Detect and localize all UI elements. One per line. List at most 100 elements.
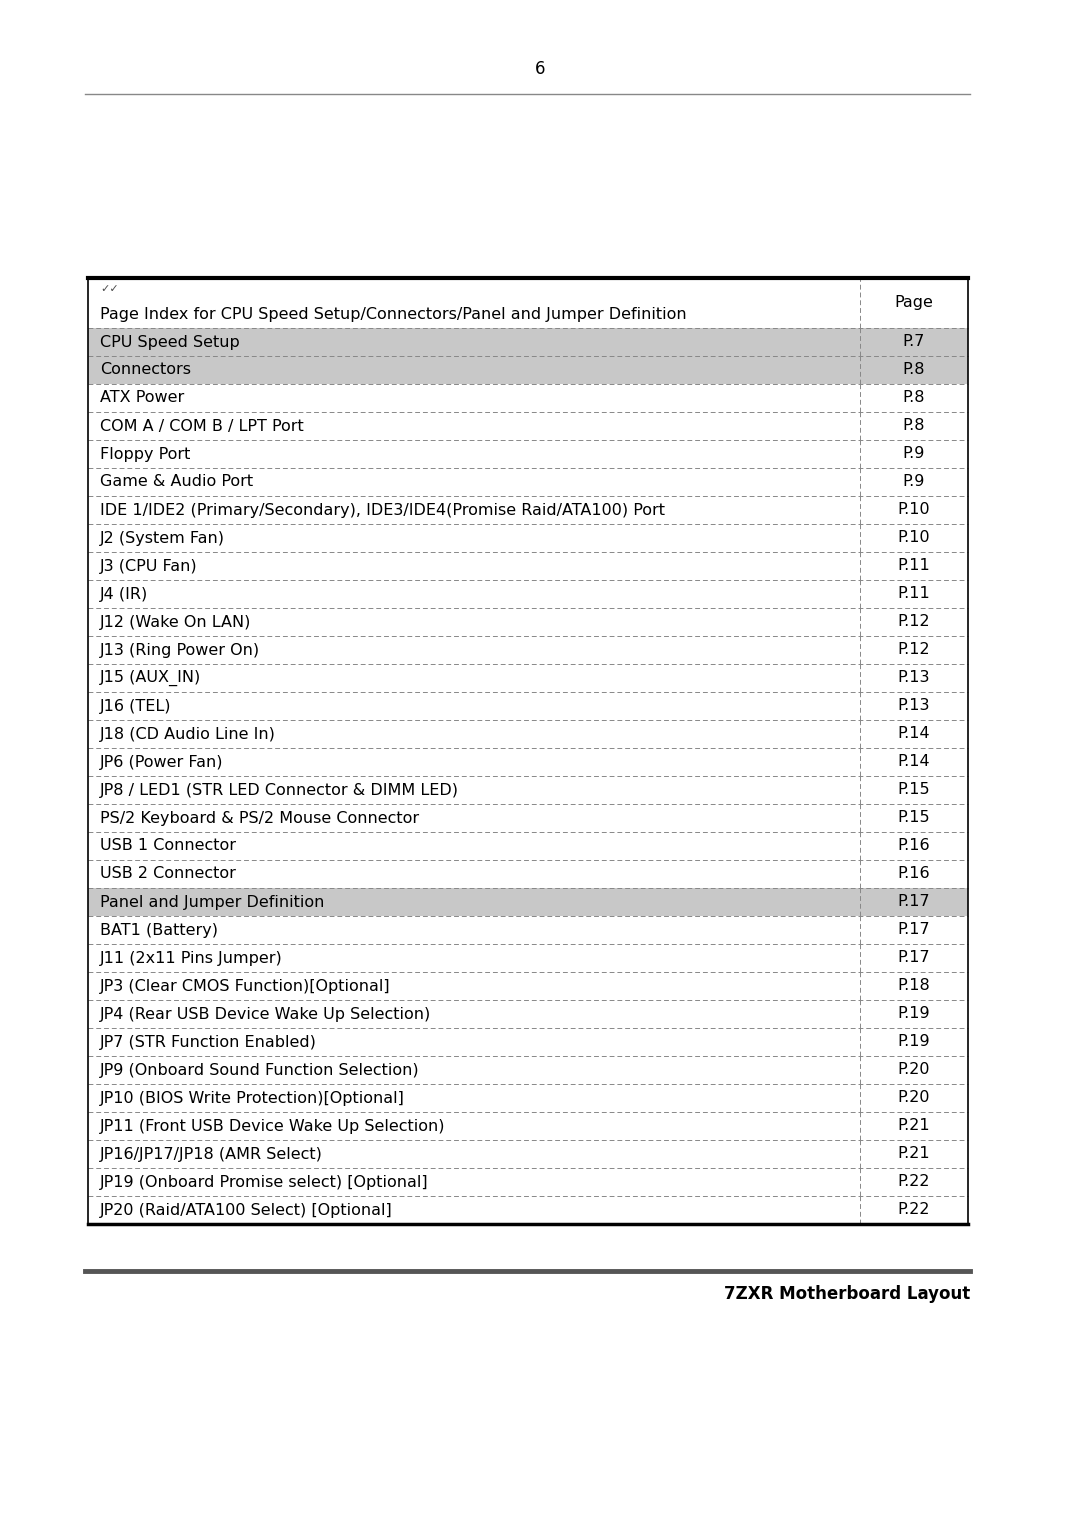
Text: J2 (System Fan): J2 (System Fan) — [100, 531, 225, 546]
Text: Game & Audio Port: Game & Audio Port — [100, 474, 253, 489]
Text: JP7 (STR Function Enabled): JP7 (STR Function Enabled) — [100, 1035, 316, 1049]
Bar — [87, 693, 968, 720]
Bar — [87, 1000, 968, 1027]
Text: P.8: P.8 — [903, 362, 926, 378]
Text: P.18: P.18 — [897, 979, 930, 994]
Bar — [87, 1027, 968, 1057]
Bar — [87, 495, 968, 524]
Bar — [87, 440, 968, 468]
Text: J3 (CPU Fan): J3 (CPU Fan) — [100, 558, 198, 573]
Bar — [87, 552, 968, 579]
Text: ✓✓: ✓✓ — [100, 284, 119, 294]
Text: Connectors: Connectors — [100, 362, 191, 378]
Bar — [87, 1141, 968, 1168]
Text: P.14: P.14 — [897, 726, 930, 742]
Text: P.17: P.17 — [897, 922, 930, 937]
Text: P.13: P.13 — [897, 671, 930, 685]
Bar — [87, 579, 968, 609]
Bar — [87, 411, 968, 440]
Text: P.15: P.15 — [897, 783, 930, 798]
Text: J16 (TEL): J16 (TEL) — [100, 699, 172, 714]
Text: CPU Speed Setup: CPU Speed Setup — [100, 335, 240, 350]
Text: JP10 (BIOS Write Protection)[Optional]: JP10 (BIOS Write Protection)[Optional] — [100, 1090, 405, 1105]
Bar — [87, 1196, 968, 1225]
Text: P.20: P.20 — [897, 1090, 930, 1105]
Text: P.21: P.21 — [897, 1147, 930, 1162]
Bar — [87, 943, 968, 972]
Text: JP8 / LED1 (STR LED Connector & DIMM LED): JP8 / LED1 (STR LED Connector & DIMM LED… — [100, 783, 459, 798]
Text: P.17: P.17 — [897, 951, 930, 965]
Text: P.22: P.22 — [897, 1202, 930, 1217]
Text: Page: Page — [894, 295, 933, 310]
Text: P.19: P.19 — [897, 1006, 930, 1021]
Text: J15 (AUX_IN): J15 (AUX_IN) — [100, 670, 201, 687]
Text: ATX Power: ATX Power — [100, 390, 185, 405]
Bar — [87, 832, 968, 859]
Text: COM A / COM B / LPT Port: COM A / COM B / LPT Port — [100, 419, 303, 434]
Text: P.12: P.12 — [897, 642, 930, 657]
Bar — [87, 1168, 968, 1196]
Text: J12 (Wake On LAN): J12 (Wake On LAN) — [100, 615, 252, 630]
Text: JP16/JP17/JP18 (AMR Select): JP16/JP17/JP18 (AMR Select) — [100, 1147, 323, 1162]
Text: P.11: P.11 — [897, 558, 930, 573]
Text: P.10: P.10 — [897, 531, 930, 546]
Text: P.14: P.14 — [897, 754, 930, 769]
Text: JP20 (Raid/ATA100 Select) [Optional]: JP20 (Raid/ATA100 Select) [Optional] — [100, 1202, 393, 1217]
Text: Floppy Port: Floppy Port — [100, 446, 190, 462]
Bar — [87, 804, 968, 832]
Bar — [87, 1112, 968, 1141]
Bar — [87, 777, 968, 804]
Bar — [87, 859, 968, 888]
Text: JP4 (Rear USB Device Wake Up Selection): JP4 (Rear USB Device Wake Up Selection) — [100, 1006, 431, 1021]
Text: P.9: P.9 — [903, 446, 926, 462]
Bar — [87, 888, 968, 916]
Text: P.8: P.8 — [903, 390, 926, 405]
Text: PS/2 Keyboard & PS/2 Mouse Connector: PS/2 Keyboard & PS/2 Mouse Connector — [100, 810, 419, 826]
Text: JP11 (Front USB Device Wake Up Selection): JP11 (Front USB Device Wake Up Selection… — [100, 1119, 446, 1133]
Bar — [87, 329, 968, 356]
Text: P.12: P.12 — [897, 615, 930, 630]
Bar — [87, 664, 968, 693]
Text: P.17: P.17 — [897, 894, 930, 910]
Text: Panel and Jumper Definition: Panel and Jumper Definition — [100, 894, 324, 910]
Text: J11 (2x11 Pins Jumper): J11 (2x11 Pins Jumper) — [100, 951, 283, 965]
Text: P.15: P.15 — [897, 810, 930, 826]
Text: P.13: P.13 — [897, 699, 930, 714]
Text: JP19 (Onboard Promise select) [Optional]: JP19 (Onboard Promise select) [Optional] — [100, 1174, 429, 1190]
Bar — [87, 524, 968, 552]
Bar — [87, 468, 968, 495]
Bar — [87, 636, 968, 664]
Bar — [87, 1084, 968, 1112]
Bar — [87, 1057, 968, 1084]
Text: P.16: P.16 — [897, 867, 930, 882]
Bar — [87, 748, 968, 777]
Text: J4 (IR): J4 (IR) — [100, 587, 148, 601]
Text: USB 1 Connector: USB 1 Connector — [100, 838, 237, 853]
Text: JP3 (Clear CMOS Function)[Optional]: JP3 (Clear CMOS Function)[Optional] — [100, 979, 391, 994]
Bar — [87, 356, 968, 384]
Text: 6: 6 — [535, 60, 545, 78]
Text: P.20: P.20 — [897, 1063, 930, 1078]
Text: Page Index for CPU Speed Setup/Connectors/Panel and Jumper Definition: Page Index for CPU Speed Setup/Connector… — [100, 307, 687, 323]
Text: USB 2 Connector: USB 2 Connector — [100, 867, 235, 882]
Text: JP9 (Onboard Sound Function Selection): JP9 (Onboard Sound Function Selection) — [100, 1063, 420, 1078]
Text: P.9: P.9 — [903, 474, 926, 489]
Text: J18 (CD Audio Line In): J18 (CD Audio Line In) — [100, 726, 275, 742]
Text: P.7: P.7 — [903, 335, 926, 350]
Bar — [87, 916, 968, 943]
Text: P.10: P.10 — [897, 503, 930, 517]
Bar — [87, 609, 968, 636]
Bar — [87, 972, 968, 1000]
Text: P.22: P.22 — [897, 1174, 930, 1190]
Text: P.21: P.21 — [897, 1119, 930, 1133]
Text: P.8: P.8 — [903, 419, 926, 434]
Text: P.11: P.11 — [897, 587, 930, 601]
Text: P.16: P.16 — [897, 838, 930, 853]
Text: P.19: P.19 — [897, 1035, 930, 1049]
Text: BAT1 (Battery): BAT1 (Battery) — [100, 922, 218, 937]
Text: IDE 1/IDE2 (Primary/Secondary), IDE3/IDE4(Promise Raid/ATA100) Port: IDE 1/IDE2 (Primary/Secondary), IDE3/IDE… — [100, 503, 665, 517]
Bar — [87, 278, 968, 329]
Bar — [87, 720, 968, 748]
Text: JP6 (Power Fan): JP6 (Power Fan) — [100, 754, 224, 769]
Text: 7ZXR Motherboard Layout: 7ZXR Motherboard Layout — [724, 1284, 970, 1303]
